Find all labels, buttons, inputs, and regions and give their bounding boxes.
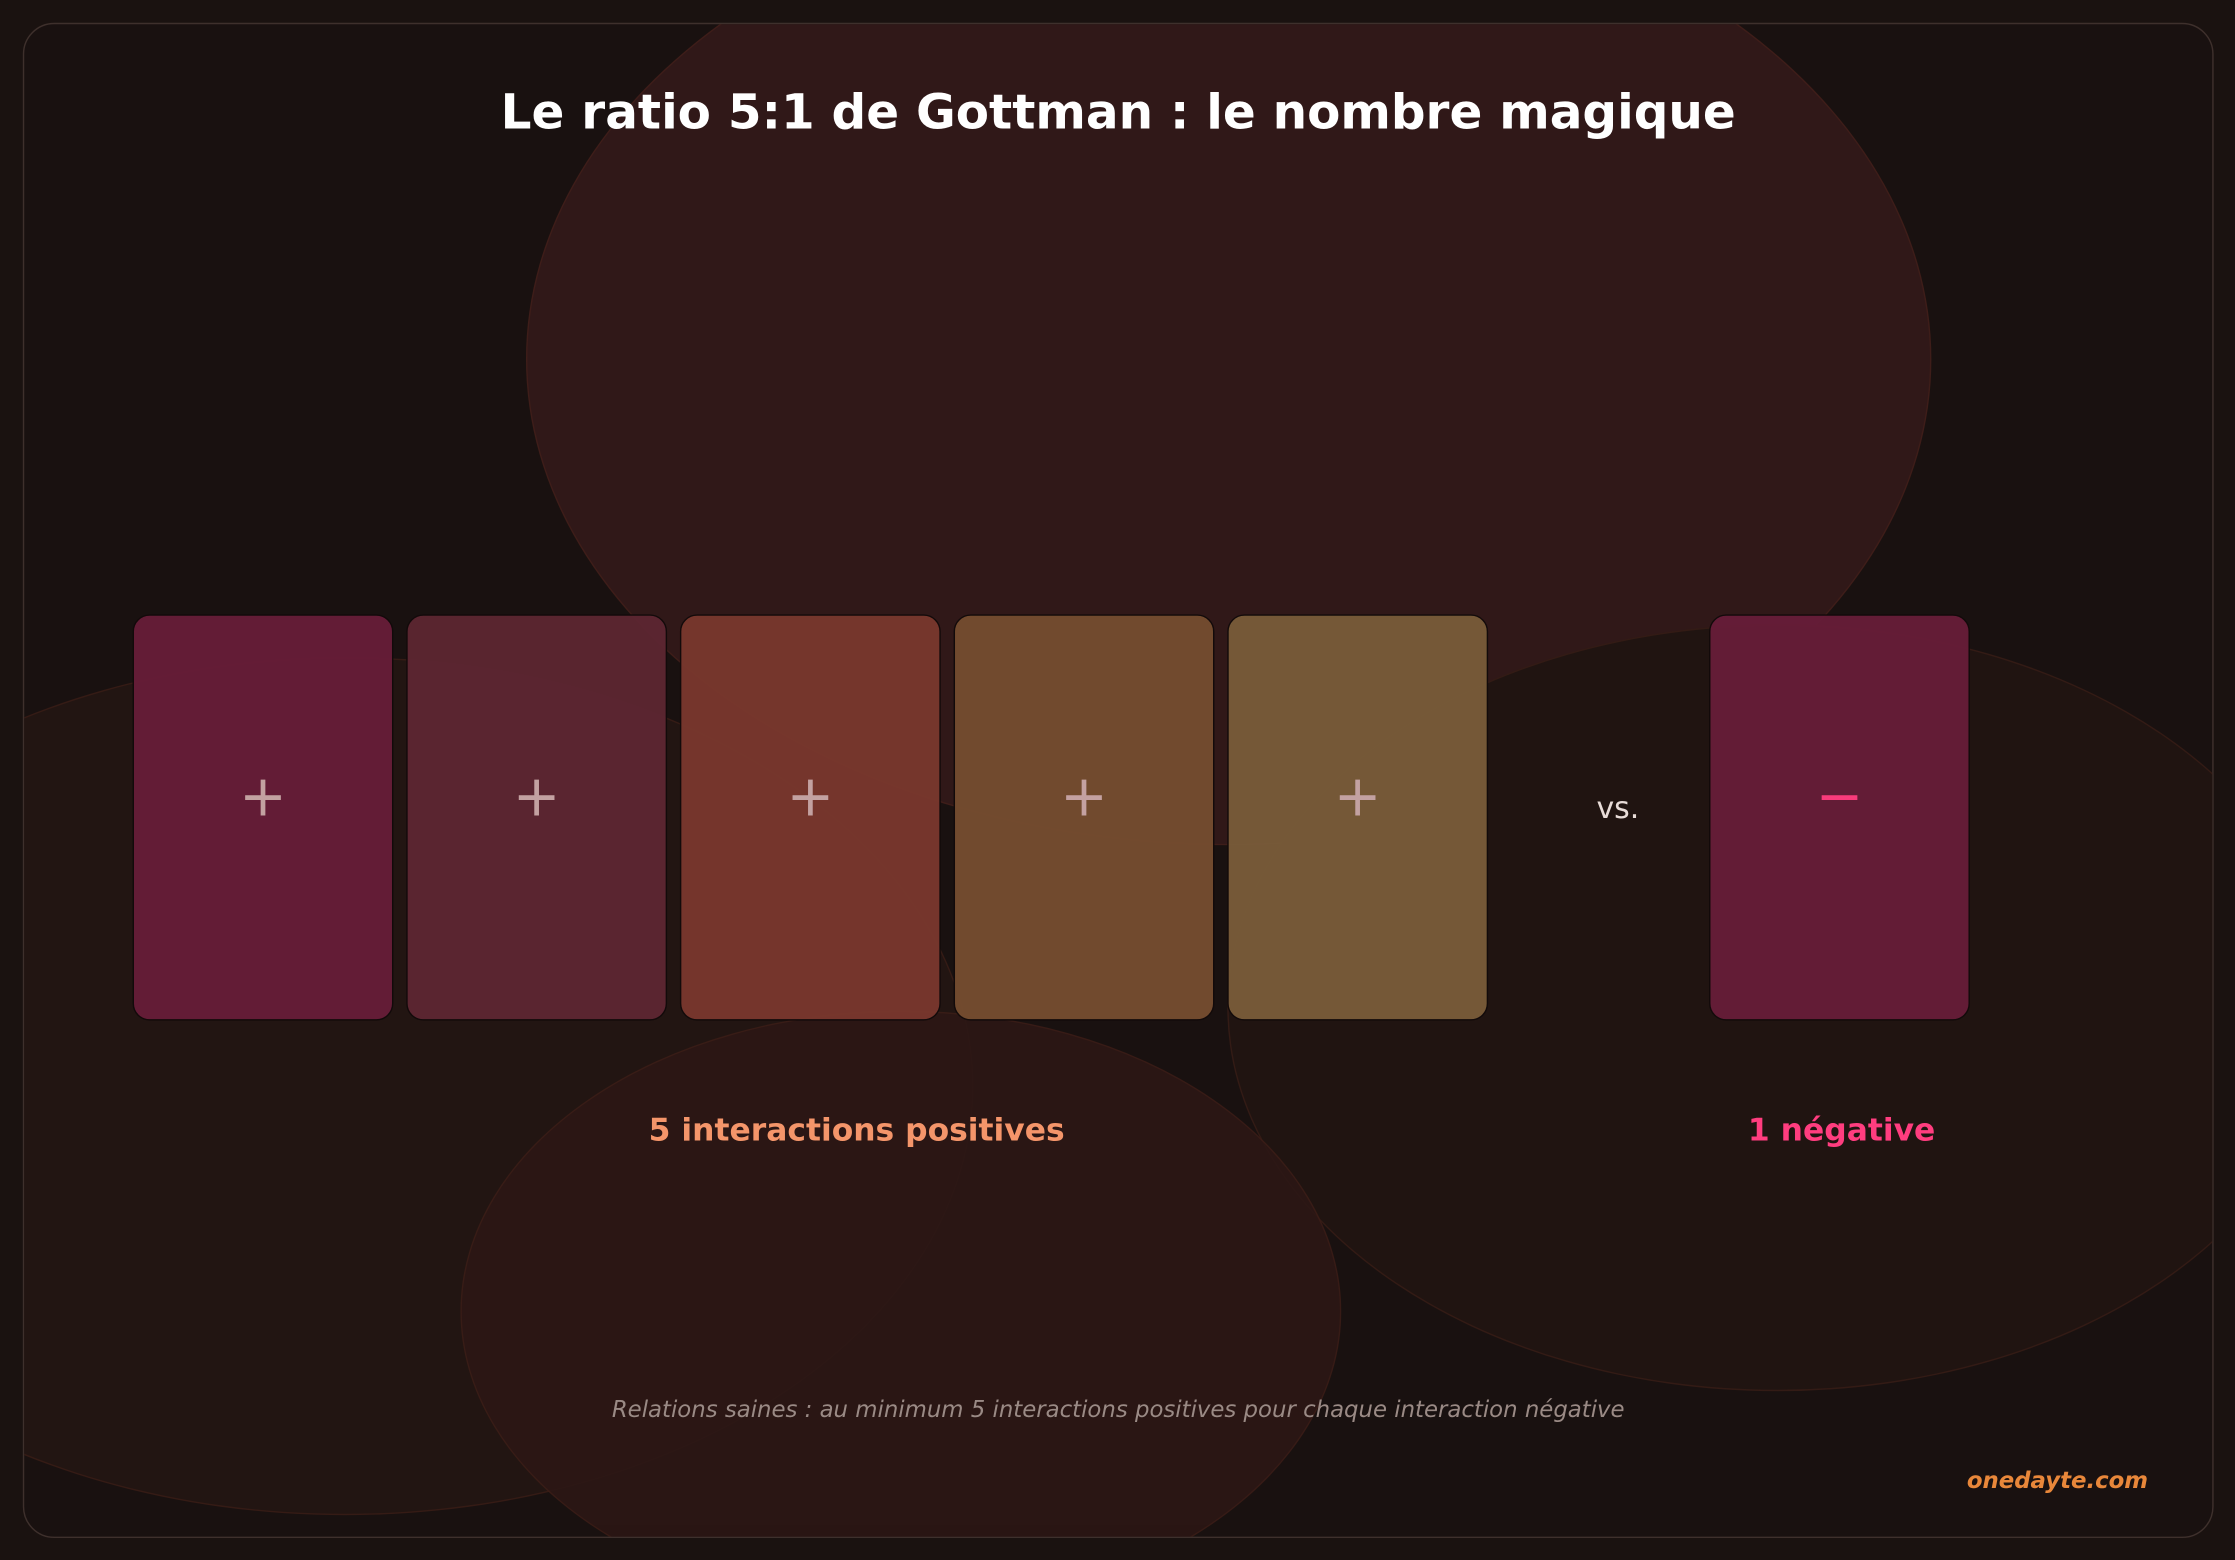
brand-link[interactable]: onedayte.com bbox=[1966, 1466, 2149, 1494]
positive-label: 5 interactions positives bbox=[648, 1113, 1065, 1149]
frame: Le ratio 5:1 de Gottman : le nombre magi… bbox=[22, 22, 2214, 1539]
footer-note: Relations saines : au minimum 5 interact… bbox=[611, 1395, 1625, 1423]
minus-icon: − bbox=[1815, 764, 1864, 830]
positive-card: + bbox=[406, 614, 668, 1021]
plus-icon: + bbox=[512, 764, 561, 830]
background-blob bbox=[460, 1010, 1342, 1537]
versus-text: vs. bbox=[1596, 791, 1640, 826]
positive-card: + bbox=[132, 614, 394, 1021]
page-title: Le ratio 5:1 de Gottman : le nombre magi… bbox=[500, 84, 1736, 142]
negative-label: 1 négative bbox=[1747, 1113, 1936, 1149]
plus-icon: + bbox=[1060, 764, 1108, 830]
plus-icon: + bbox=[1333, 764, 1382, 830]
plus-icon: + bbox=[786, 764, 835, 830]
positive-card: + bbox=[679, 614, 941, 1021]
negative-card: − bbox=[1709, 614, 1970, 1021]
positive-card: + bbox=[1227, 614, 1489, 1021]
plus-icon: + bbox=[239, 764, 287, 830]
positive-card: + bbox=[953, 614, 1215, 1021]
